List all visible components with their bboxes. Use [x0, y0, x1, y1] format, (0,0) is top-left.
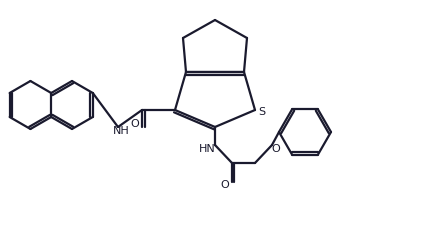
Text: O: O	[220, 180, 229, 190]
Text: NH: NH	[113, 126, 129, 136]
Text: O: O	[131, 119, 140, 129]
Text: HN: HN	[199, 144, 215, 154]
Text: O: O	[272, 144, 280, 154]
Text: S: S	[259, 107, 265, 117]
